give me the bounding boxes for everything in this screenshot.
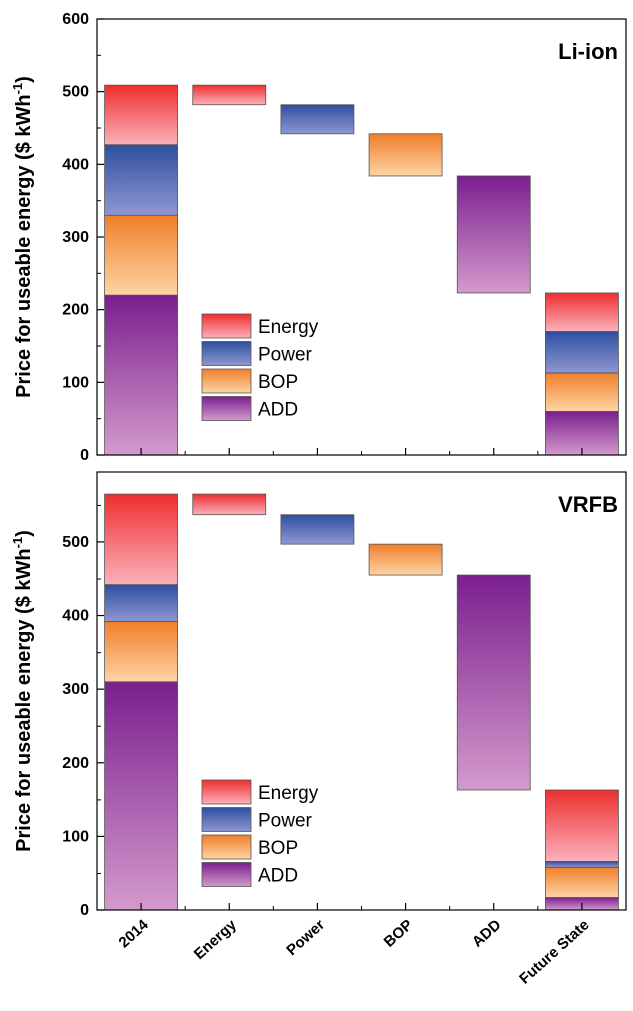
legend-label-bop: BOP xyxy=(258,838,298,859)
legend-swatch-power xyxy=(201,341,252,366)
x-category-label: Energy xyxy=(191,916,241,963)
x-category-label: BOP xyxy=(381,916,417,950)
legend-swatch-add xyxy=(201,396,252,421)
y-tick-label: 400 xyxy=(62,156,89,173)
bar-future-state-power xyxy=(545,331,619,374)
y-axis-title: Price for useable energy ($ kWh-1) xyxy=(10,530,35,852)
bar-2014-energy xyxy=(104,84,178,146)
bar-reduction-power xyxy=(280,514,355,545)
legend-swatch-power xyxy=(201,807,252,832)
bar-reduction-bop xyxy=(368,543,443,576)
bar-future-state-energy xyxy=(545,292,619,332)
y-tick-label: 100 xyxy=(62,374,89,391)
bar-future-state-bop xyxy=(545,372,619,412)
bar-reduction-power xyxy=(280,104,355,135)
bar-reduction-add xyxy=(456,175,531,294)
y-axis-title: Price for useable energy ($ kWh-1) xyxy=(10,76,35,398)
bar-2014-add xyxy=(104,681,178,911)
bar-future-state-add xyxy=(545,410,619,456)
bar-reduction-add xyxy=(456,574,531,791)
legend-label-add: ADD xyxy=(258,866,298,887)
legend-label-bop: BOP xyxy=(258,372,298,393)
y-tick-label: 500 xyxy=(62,534,89,551)
legend-swatch-bop xyxy=(201,834,252,860)
bar-2014-add xyxy=(104,294,178,456)
legend-swatch-bop xyxy=(201,368,252,394)
bar-future-state-bop xyxy=(545,866,619,898)
legend-label-add: ADD xyxy=(258,400,298,421)
y-tick-label: 600 xyxy=(62,11,89,28)
y-tick-label: 100 xyxy=(62,828,89,845)
bar-2014-energy xyxy=(104,493,178,586)
legend-label-energy: Energy xyxy=(258,317,319,338)
x-category-label: ADD xyxy=(469,916,505,950)
y-tick-label: 400 xyxy=(62,608,89,625)
y-tick-label: 300 xyxy=(62,229,89,246)
bar-reduction-bop xyxy=(368,133,443,177)
legend-swatch-add xyxy=(201,862,252,887)
y-tick-label: 300 xyxy=(62,681,89,698)
y-tick-label: 200 xyxy=(62,302,89,319)
legend-label-energy: Energy xyxy=(258,783,319,804)
x-category-label: 2014 xyxy=(116,916,153,951)
bar-reduction-energy xyxy=(192,84,267,106)
chart-panel-vrfb: 0 100 200 300 400 500 VRFB Price for useable en… xyxy=(10,471,627,919)
legend-swatch-energy xyxy=(201,313,252,339)
y-tick-label: 0 xyxy=(80,902,89,919)
legend-label-power: Power xyxy=(258,811,313,832)
bar-future-state-energy xyxy=(545,789,619,862)
bar-2014-bop xyxy=(104,214,178,296)
legend-label-power: Power xyxy=(258,345,313,366)
panel-title: Li-ion xyxy=(558,39,618,64)
y-tick-label: 500 xyxy=(62,84,89,101)
bar-2014-power xyxy=(104,144,178,216)
x-category-label: Power xyxy=(283,916,328,959)
bar-2014-bop xyxy=(104,621,178,683)
bar-2014-power xyxy=(104,584,178,622)
bar-future-state-power xyxy=(545,861,619,868)
x-category-label: Future State xyxy=(516,916,592,987)
legend-swatch-energy xyxy=(201,779,252,805)
chart-panel-li-ion: 0 100 200 300 400 500 600 Li-ion Price for useab… xyxy=(10,11,627,464)
bar-reduction-energy xyxy=(192,493,267,516)
y-tick-label: 200 xyxy=(62,755,89,772)
panel-title: VRFB xyxy=(558,492,618,517)
y-tick-label: 0 xyxy=(80,447,89,464)
